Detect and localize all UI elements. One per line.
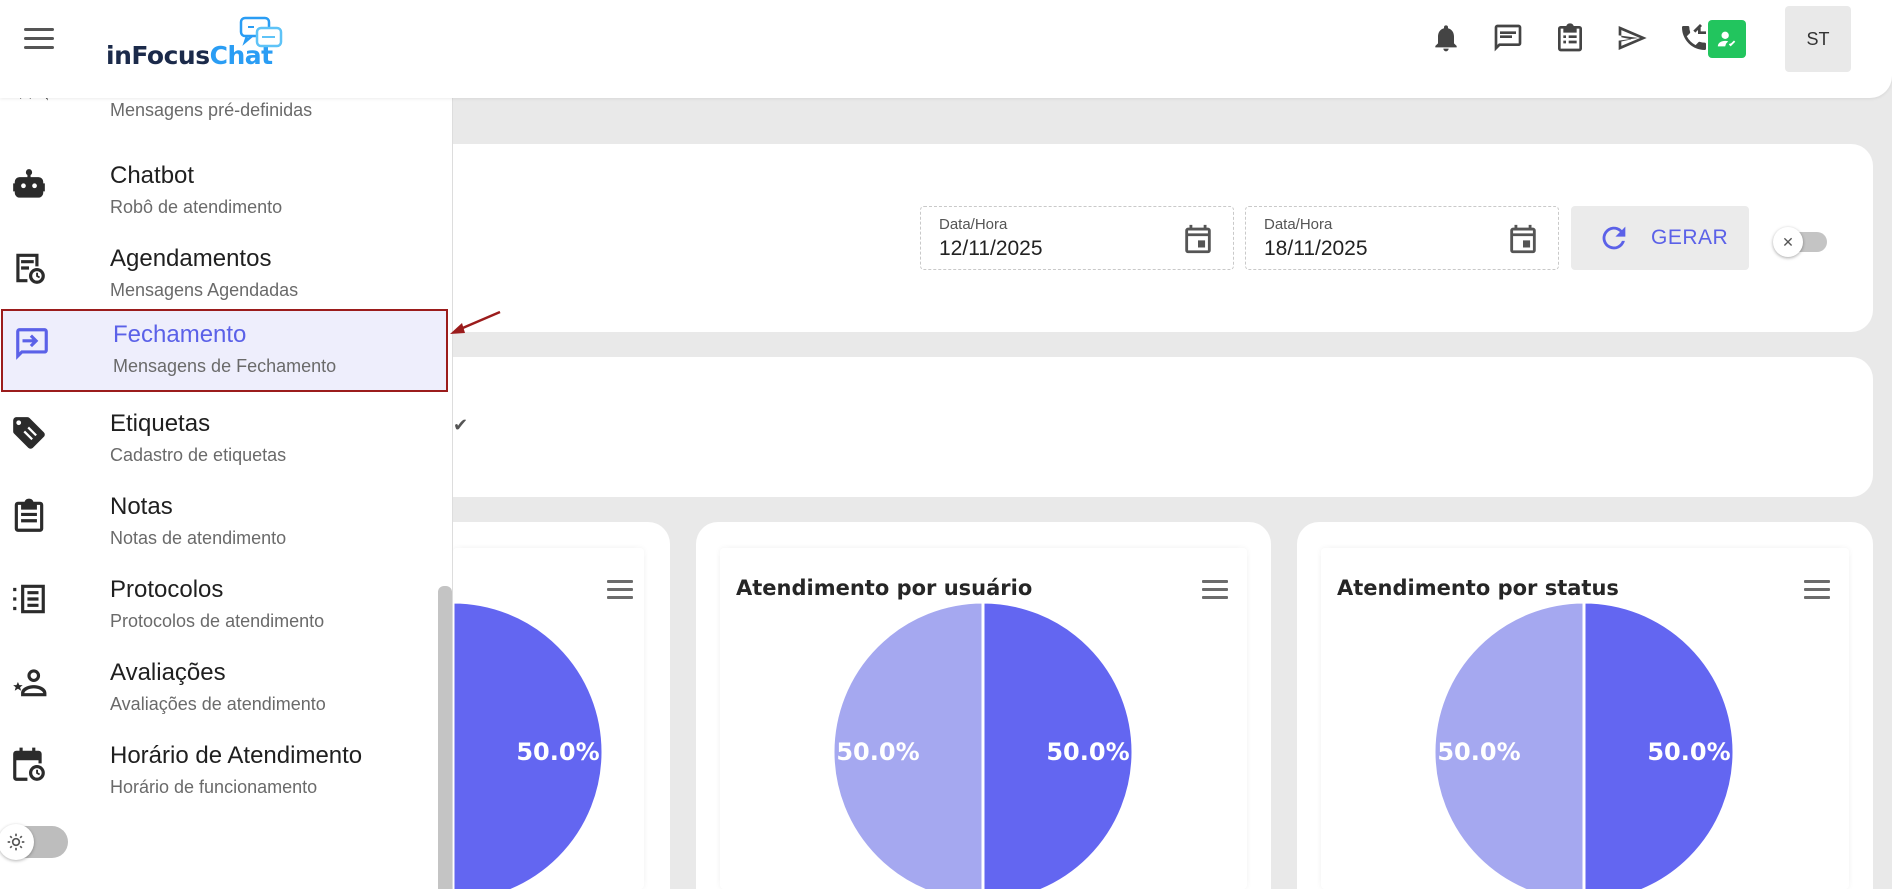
sidebar-item-label: Avaliações [110, 659, 226, 686]
start-date-value[interactable]: 12/11/2025 [939, 237, 1043, 260]
top-header: inFocusChat ST [0, 0, 1892, 98]
chart-menu-icon[interactable] [1202, 580, 1228, 600]
list-icon [10, 580, 48, 618]
clipboard-icon[interactable] [1550, 18, 1590, 58]
pie-chart: 50.0% 50.0% [1434, 602, 1734, 889]
chart-card-3: Atendimento por status 50.0% 50.0% [1297, 522, 1873, 889]
sidebar-item-mensagens-rapidas[interactable]: Mensagens pré-definidas [0, 98, 452, 138]
chart-container: Atendimento por usuário 50.0% 50.0% [720, 548, 1247, 889]
sidebar-item-horario-atendimento[interactable]: Horário de Atendimento Horário de funcio… [0, 732, 452, 815]
sidebar-item-label: Etiquetas [110, 410, 211, 437]
chart-container: 50.0%50.0% [453, 548, 644, 889]
pie-slice[interactable] [1434, 602, 1586, 889]
sidebar-item-protocolos[interactable]: Protocolos Protocolos de atendimento [0, 566, 452, 649]
logo-bubbles-icon [239, 16, 283, 48]
sidebar-item-subtitle: Avaliações de atendimento [110, 694, 326, 714]
refresh-icon [1602, 226, 1626, 250]
sidebar-item-label: Agendamentos [110, 245, 272, 272]
pie-slice[interactable] [981, 602, 1133, 889]
end-date-field[interactable]: Data/Hora 18/11/2025 [1245, 206, 1559, 270]
end-date-value[interactable]: 18/11/2025 [1264, 237, 1368, 260]
sidebar-item-label: Horário de Atendimento [110, 742, 363, 769]
filter-toggle-switch[interactable]: ✕ [1773, 227, 1827, 257]
start-date-label: Data/Hora [939, 216, 1008, 233]
close-icon: ✕ [1773, 227, 1803, 257]
sidebar-item-subtitle: Mensagens pré-definidas [110, 100, 313, 120]
header-actions [1426, 18, 1714, 58]
chart-container: Atendimento por status 50.0% 50.0% [1321, 548, 1849, 889]
sidebar-item-subtitle: Mensagens Agendadas [110, 280, 299, 300]
calendar-icon[interactable] [1181, 221, 1215, 257]
theme-toggle[interactable] [0, 824, 68, 860]
check-icon[interactable]: ✔ [453, 415, 469, 435]
reply-all-icon [10, 98, 48, 107]
pie-slice-label: 50.0% [1647, 738, 1730, 766]
sidebar-item-chatbot[interactable]: Chatbot Robô de atendimento [0, 152, 452, 235]
annotation-arrow [450, 310, 501, 334]
pie-slice[interactable] [833, 602, 985, 889]
menu-toggle-icon[interactable] [24, 24, 56, 52]
end-date-label: Data/Hora [1264, 216, 1333, 233]
chart-card-1: 50.0%50.0% [453, 522, 670, 889]
sidebar-item-agendamentos[interactable]: Agendamentos Mensagens Agendadas [0, 235, 452, 318]
sidebar-item-label: Protocolos [110, 576, 224, 603]
sidebar-scrollbar[interactable] [438, 586, 452, 889]
chart-card-2: Atendimento por usuário 50.0% 50.0% [696, 522, 1271, 889]
sidebar-item-avaliacoes[interactable]: Avaliações Avaliações de atendimento [0, 649, 452, 732]
options-panel: ✔ [453, 357, 1873, 497]
message-arrow-icon [13, 325, 51, 363]
bell-icon[interactable] [1426, 18, 1466, 58]
schedule-icon [10, 249, 48, 287]
sidebar-item-label: Chatbot [110, 162, 195, 189]
calendar-clock-icon [10, 746, 48, 784]
sidebar-item-fechamento[interactable]: Fechamento Mensagens de Fechamento [1, 309, 448, 392]
robot-icon [10, 166, 48, 204]
chart-title: Atendimento por status [1337, 576, 1619, 600]
sidebar-item-subtitle: Mensagens de Fechamento [113, 356, 337, 376]
pie-slice-label: 50.0% [1046, 738, 1129, 766]
pie-slice-label: 50.0% [1437, 738, 1520, 766]
sidebar-item-notas[interactable]: Notas Notas de atendimento [0, 483, 452, 566]
calendar-icon[interactable] [1506, 221, 1540, 257]
pie-slice[interactable] [453, 602, 603, 889]
pie-chart: 50.0%50.0% [453, 602, 603, 889]
chart-menu-icon[interactable] [607, 580, 633, 600]
contact-check-icon[interactable] [1708, 20, 1746, 58]
pie-slice[interactable] [1582, 602, 1734, 889]
tag-icon [10, 414, 48, 452]
start-date-field[interactable]: Data/Hora 12/11/2025 [920, 206, 1234, 270]
rating-user-icon [10, 663, 48, 701]
send-icon[interactable] [1612, 18, 1652, 58]
chart-title: Atendimento por usuário [736, 576, 1033, 600]
notes-icon [10, 497, 48, 535]
filter-panel: Data/Hora 12/11/2025 Data/Hora 18/11/202… [453, 144, 1873, 332]
sidebar-item-subtitle: Protocolos de atendimento [110, 611, 325, 631]
user-avatar[interactable]: ST [1785, 6, 1851, 72]
sidebar-menu: Mensagens pré-definidas Chatbot Robô de … [0, 98, 453, 889]
chart-menu-icon[interactable] [1804, 580, 1830, 600]
pie-slice-label: 50.0% [516, 738, 599, 766]
generate-button-label: GERAR [1651, 226, 1729, 249]
sidebar-item-subtitle: Horário de funcionamento [110, 777, 318, 797]
generate-button[interactable]: GERAR [1571, 206, 1749, 270]
pie-chart: 50.0% 50.0% [833, 602, 1133, 889]
sidebar-item-label: Fechamento [113, 321, 247, 348]
sidebar-item-subtitle: Robô de atendimento [110, 197, 283, 217]
sidebar-item-subtitle: Cadastro de etiquetas [110, 445, 287, 465]
phone-icon[interactable] [1674, 18, 1714, 58]
pie-slice-label: 50.0% [836, 738, 919, 766]
sidebar-item-label: Notas [110, 493, 173, 520]
brightness-icon [0, 824, 34, 860]
message-icon[interactable] [1488, 18, 1528, 58]
sidebar-item-etiquetas[interactable]: Etiquetas Cadastro de etiquetas [0, 400, 452, 483]
app-logo[interactable]: inFocusChat [106, 16, 283, 70]
sidebar-item-subtitle: Notas de atendimento [110, 528, 287, 548]
